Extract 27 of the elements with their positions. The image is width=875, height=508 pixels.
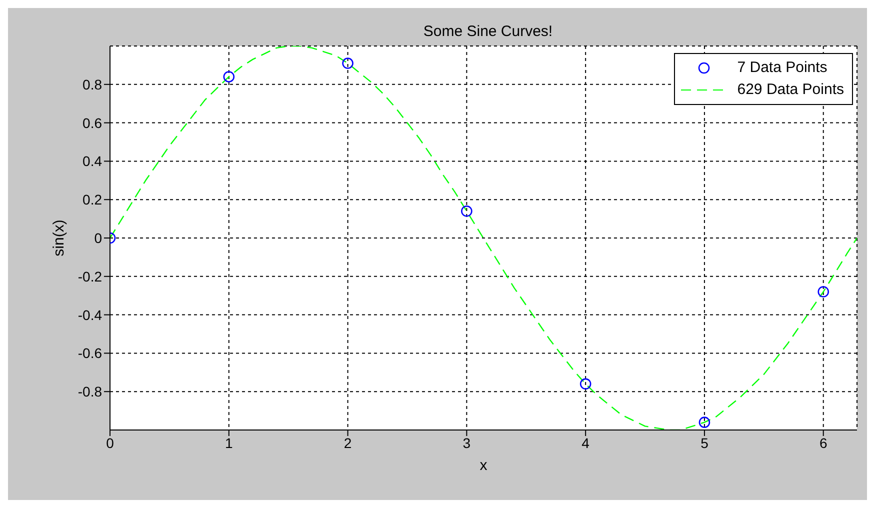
point xyxy=(342,58,354,69)
legend-label: 629 Data Points xyxy=(737,80,844,100)
legend-label: 7 Data Points xyxy=(737,58,828,78)
y-tick-label: -0.8 xyxy=(78,384,102,400)
y-tick-label: 0.6 xyxy=(82,114,102,131)
x-axis-title: x xyxy=(480,457,488,474)
x-tick-label: 6 xyxy=(819,434,828,451)
x-tick-label: 1 xyxy=(224,434,233,451)
x-tick-label: 4 xyxy=(582,434,590,451)
x-tick-label: 3 xyxy=(462,434,471,451)
y-axis-title: sin(x) xyxy=(50,220,68,256)
chart-title: Some Sine Curves! xyxy=(423,23,553,40)
y-tick-label: 0.4 xyxy=(82,153,102,170)
point xyxy=(223,71,235,82)
y-tick-label: 0.2 xyxy=(82,192,102,208)
point xyxy=(818,286,830,298)
y-tick-label: -0.4 xyxy=(78,306,102,323)
y-tick-label: -0.2 xyxy=(78,268,102,284)
y-tick-label: 0 xyxy=(94,230,102,246)
point xyxy=(698,416,710,428)
point xyxy=(461,205,472,217)
x-tick-label: 5 xyxy=(700,434,709,451)
y-tick-label: -0.6 xyxy=(78,345,102,362)
y-tick-label: 0.8 xyxy=(82,76,102,92)
x-tick-label: 2 xyxy=(344,434,352,451)
point xyxy=(580,378,592,390)
x-tick-label: 0 xyxy=(106,434,114,451)
